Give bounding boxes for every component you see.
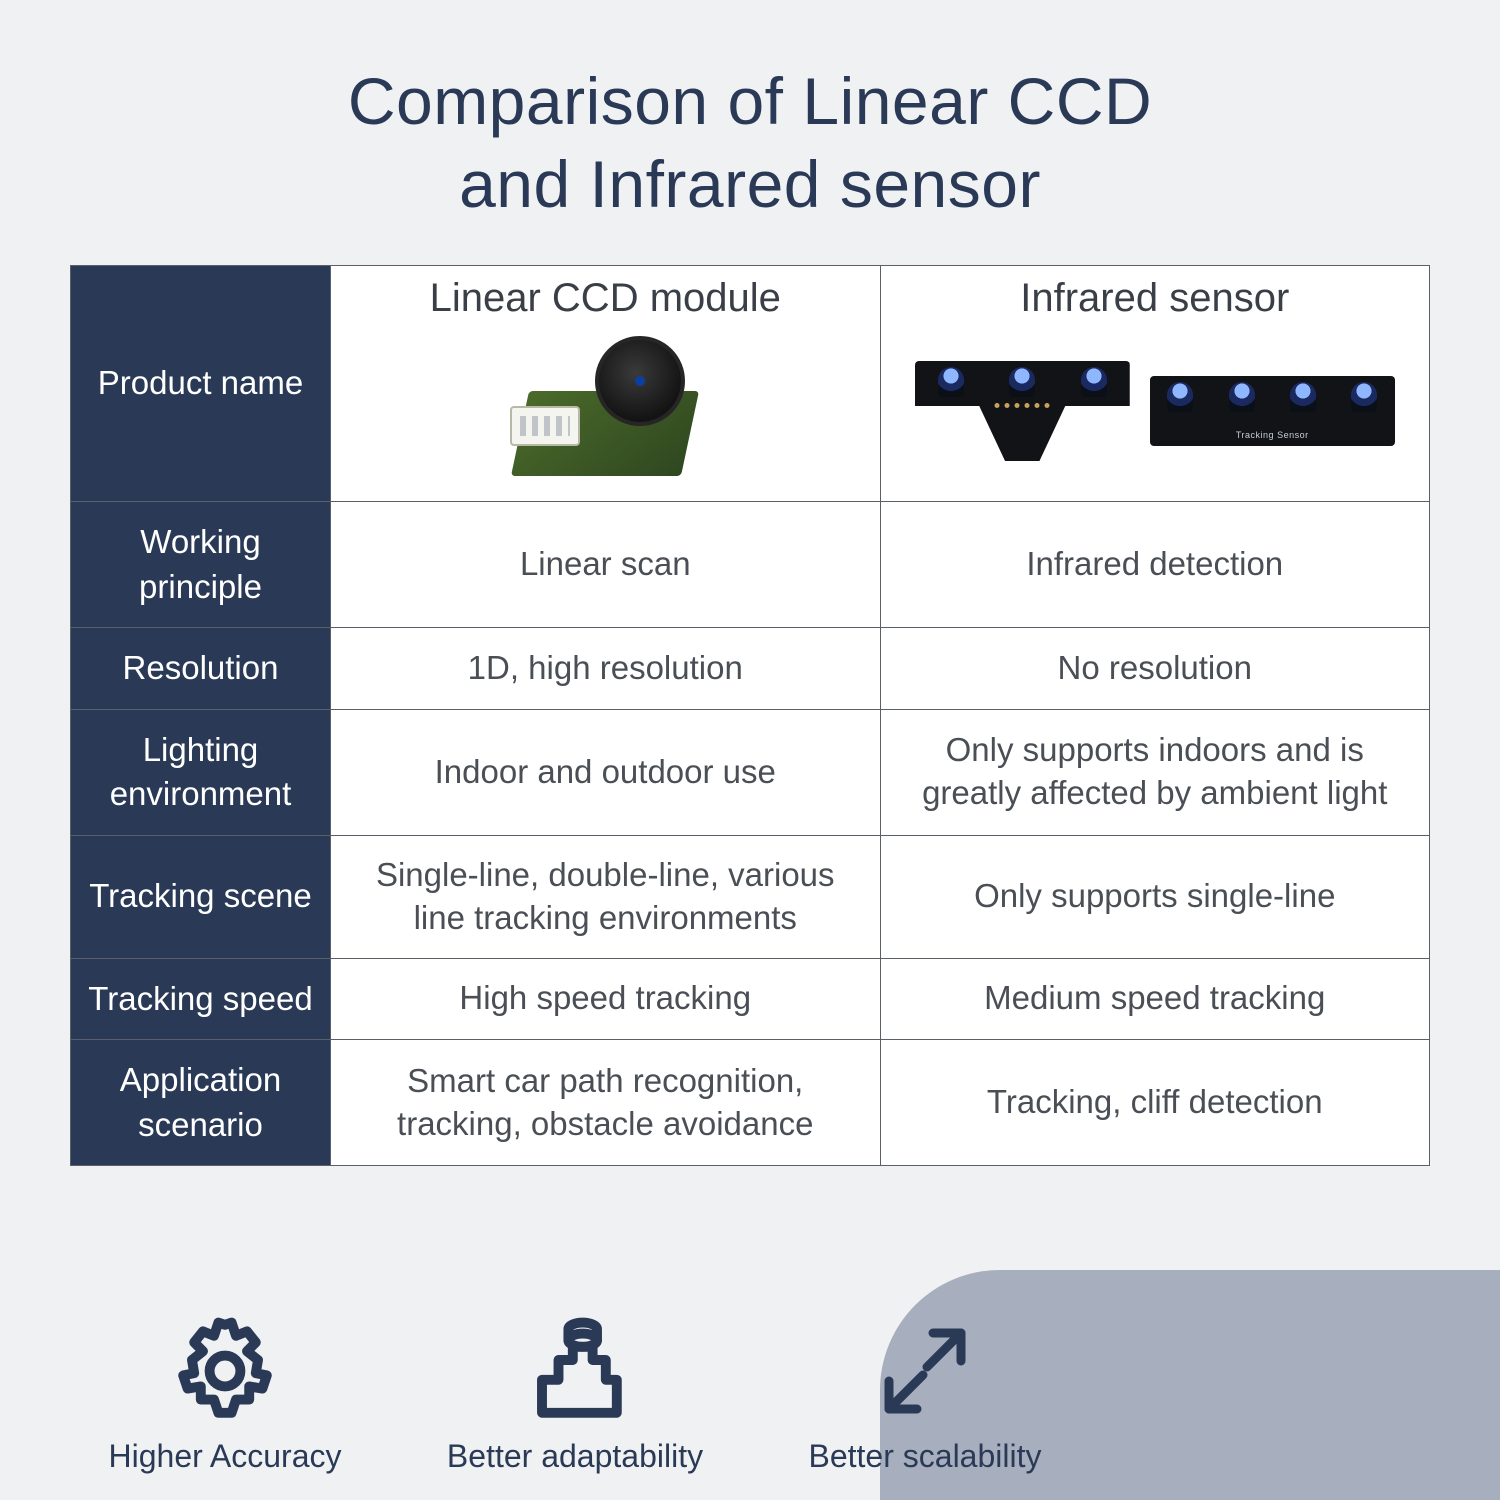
product-header-ir: Infrared sensor Tracking Sensor: [880, 266, 1430, 502]
table-row: Application scenario Smart car path reco…: [71, 1040, 1430, 1166]
table-cell: Indoor and outdoor use: [331, 709, 881, 835]
table-cell: Only supports indoors and is greatly aff…: [880, 709, 1430, 835]
row-label: Tracking speed: [71, 958, 331, 1040]
row-label-product-name: Product name: [71, 266, 331, 502]
row-label: Application scenario: [71, 1040, 331, 1166]
product-image-ccd: [341, 331, 870, 491]
feature-strip: Higher Accuracy Better adaptability: [0, 1270, 1500, 1500]
row-label: Resolution: [71, 628, 331, 710]
ir-board-icon: Tracking Sensor: [1150, 376, 1395, 446]
table-row: Product name Linear CCD module Infrared …: [71, 266, 1430, 502]
row-label: Working principle: [71, 502, 331, 628]
ccd-module-icon: [500, 336, 710, 486]
table-cell: 1D, high resolution: [331, 628, 881, 710]
product-name: Linear CCD module: [341, 276, 870, 321]
table-cell: Infrared detection: [880, 502, 1430, 628]
table-cell: Medium speed tracking: [880, 958, 1430, 1040]
row-label: Lighting environment: [71, 709, 331, 835]
module-icon: [520, 1316, 630, 1426]
feature-label: Better adaptability: [447, 1438, 703, 1475]
table-cell: Only supports single-line: [880, 835, 1430, 958]
feature-label: Higher Accuracy: [109, 1438, 342, 1475]
table-cell: Linear scan: [331, 502, 881, 628]
expand-icon: [870, 1316, 980, 1426]
table-row: Tracking scene Single-line, double-line,…: [71, 835, 1430, 958]
gear-icon: [170, 1316, 280, 1426]
table-cell: Single-line, double-line, various line t…: [331, 835, 881, 958]
ir-board-icon: [915, 361, 1130, 461]
product-name: Infrared sensor: [891, 276, 1420, 321]
table-cell: Smart car path recognition, tracking, ob…: [331, 1040, 881, 1166]
table-cell: No resolution: [880, 628, 1430, 710]
page-title: Comparison of Linear CCDand Infrared sen…: [70, 60, 1430, 225]
table-row: Resolution 1D, high resolution No resolu…: [71, 628, 1430, 710]
table-row: Tracking speed High speed tracking Mediu…: [71, 958, 1430, 1040]
table-row: Lighting environment Indoor and outdoor …: [71, 709, 1430, 835]
table-cell: Tracking, cliff detection: [880, 1040, 1430, 1166]
feature-accuracy: Higher Accuracy: [80, 1316, 370, 1475]
product-image-ir: Tracking Sensor: [891, 331, 1420, 491]
feature-scalability: Better scalability: [780, 1316, 1070, 1475]
table-cell: High speed tracking: [331, 958, 881, 1040]
comparison-table: Product name Linear CCD module Infrared …: [70, 265, 1430, 1166]
feature-label: Better scalability: [809, 1438, 1042, 1475]
product-header-ccd: Linear CCD module: [331, 266, 881, 502]
row-label: Tracking scene: [71, 835, 331, 958]
infographic-page: Comparison of Linear CCDand Infrared sen…: [0, 0, 1500, 1500]
table-row: Working principle Linear scan Infrared d…: [71, 502, 1430, 628]
feature-adaptability: Better adaptability: [430, 1316, 720, 1475]
